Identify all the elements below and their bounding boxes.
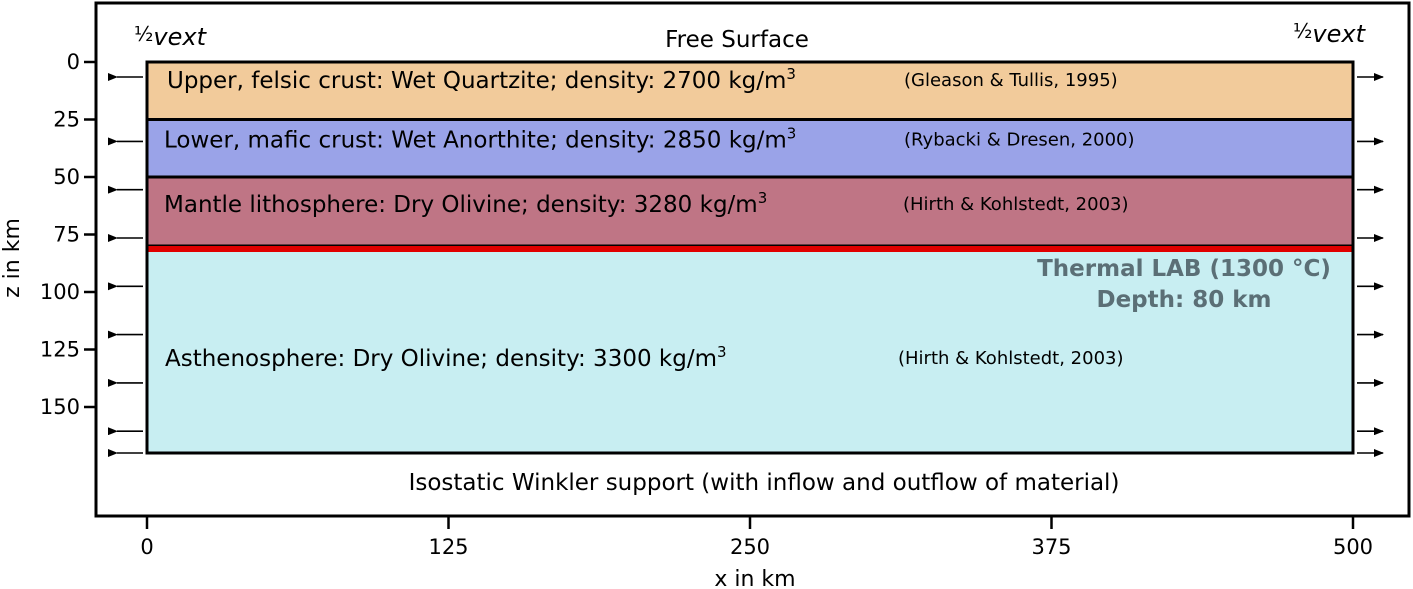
z-tick-label-150: 150 — [40, 395, 80, 419]
x-axis-label: x in km — [714, 567, 795, 589]
model-domain-border — [145, 60, 1355, 455]
velocity-right-fraction: ½ — [1293, 19, 1312, 43]
velocity-left-subscript: ext — [168, 23, 208, 51]
layer-1-reference: (Gleason & Tullis, 1995) — [904, 70, 1118, 91]
velocity-right-subscript: ext — [1327, 20, 1367, 48]
x-tick-label-375: 375 — [1031, 535, 1071, 559]
layer-4-reference: (Hirth & Kohlstedt, 2003) — [898, 348, 1124, 369]
layer-name: Upper, felsic crust: Wet Quartzite; dens… — [167, 68, 786, 94]
winkler-support-label: Isostatic Winkler support (with inflow a… — [409, 470, 1120, 496]
layer-3 — [147, 177, 1353, 246]
lab-annotation-line2: Depth: 80 km — [1096, 287, 1271, 313]
layers-group — [147, 62, 1353, 453]
layer-1 — [147, 62, 1353, 120]
lab-annotation-line1: Thermal LAB (1300 °C) — [1037, 256, 1331, 282]
velocity-left-label: ½vext — [134, 22, 208, 51]
velocity-right-label: ½vext — [1293, 19, 1367, 48]
x-tick-label-250: 250 — [730, 535, 770, 559]
layer-2 — [147, 119, 1353, 177]
velocity-arrows-group — [108, 73, 1384, 457]
layer-2-reference: (Rybacki & Dresen, 2000) — [904, 130, 1135, 151]
z-tick-label-75: 75 — [53, 223, 80, 247]
layer-unit-superscript: 3 — [758, 189, 768, 207]
layer-labels-group: Upper, felsic crust: Wet Quartzite; dens… — [164, 65, 1135, 372]
layer-unit-superscript: 3 — [786, 65, 796, 83]
layer-3-reference: (Hirth & Kohlstedt, 2003) — [903, 194, 1129, 215]
velocity-left-symbol: v — [153, 23, 168, 51]
z-tick-label-0: 0 — [67, 50, 80, 74]
x-tick-label-125: 125 — [428, 535, 468, 559]
layer-unit-superscript: 3 — [787, 125, 797, 143]
layer-name: Lower, mafic crust: Wet Anorthite; densi… — [164, 128, 787, 154]
layer-name: Asthenosphere: Dry Olivine; density: 330… — [165, 346, 717, 372]
outer-frame — [94, 1, 1411, 518]
layer-4 — [147, 246, 1353, 453]
layer-unit-superscript: 3 — [717, 343, 727, 361]
x-axis: 0 125 250 375 500 — [140, 516, 1373, 559]
z-axis: 0 25 50 75 100 125 150 — [40, 50, 96, 419]
free-surface-label: Free Surface — [665, 27, 809, 53]
x-tick-label-0: 0 — [140, 535, 153, 559]
z-tick-label-25: 25 — [53, 108, 80, 132]
velocity-right-symbol: v — [1312, 20, 1327, 48]
layer-3-label: Mantle lithosphere: Dry Olivine; density… — [164, 189, 767, 218]
layer-name: Mantle lithosphere: Dry Olivine; density… — [164, 192, 758, 218]
velocity-left-fraction: ½ — [134, 22, 153, 46]
x-tick-label-500: 500 — [1333, 535, 1373, 559]
z-tick-label-50: 50 — [53, 165, 80, 189]
z-tick-label-125: 125 — [40, 338, 80, 362]
z-axis-label: z in km — [0, 218, 25, 298]
z-tick-label-100: 100 — [40, 280, 80, 304]
layer-4-label: Asthenosphere: Dry Olivine; density: 330… — [165, 343, 727, 372]
layer-2-label: Lower, mafic crust: Wet Anorthite; densi… — [164, 125, 796, 154]
layer-1-label: Upper, felsic crust: Wet Quartzite; dens… — [167, 65, 796, 94]
